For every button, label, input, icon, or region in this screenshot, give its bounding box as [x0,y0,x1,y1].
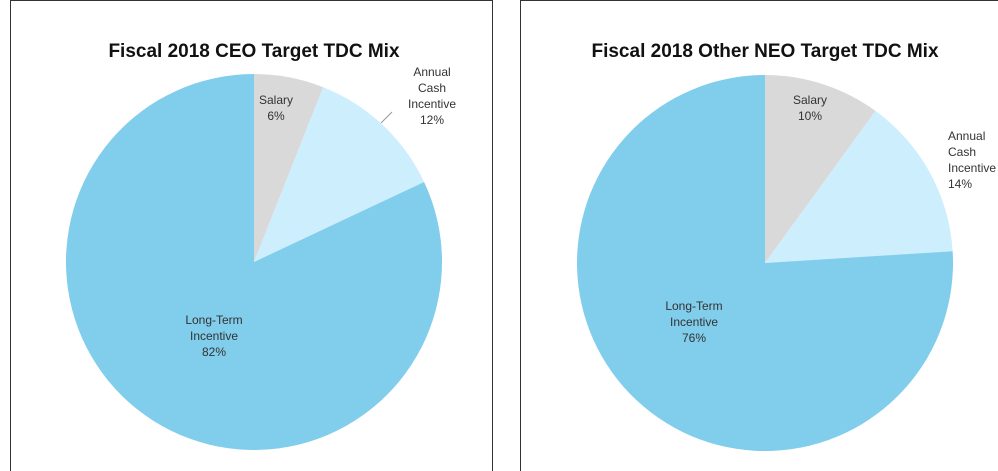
slice-value: 12% [420,113,444,127]
pie-slice [765,75,876,263]
slice-value: 76% [682,331,706,345]
pie-slice [254,87,425,262]
slice-value: 14% [948,177,972,191]
chart-title: Fiscal 2018 Other NEO Target TDC Mix [591,41,938,62]
slice-label: Long-Term Incentive [185,313,242,343]
slice-label: Annual Cash Incentive [408,65,456,111]
slice-label: Salary [793,93,827,107]
slice-label: Annual Cash Incentive [948,129,996,175]
pie-slice [765,110,953,263]
slice-value: 10% [798,109,822,123]
leader-line [380,111,393,124]
slice-label: Long-Term Incentive [665,299,722,329]
pie-slice [66,74,442,450]
slice-label: Salary [259,93,293,107]
pie-slice [254,74,324,262]
pie-slice [576,75,953,452]
slice-value: 82% [202,345,226,359]
slice-value: 6% [267,109,285,123]
chart-title: Fiscal 2018 CEO Target TDC Mix [108,41,400,62]
